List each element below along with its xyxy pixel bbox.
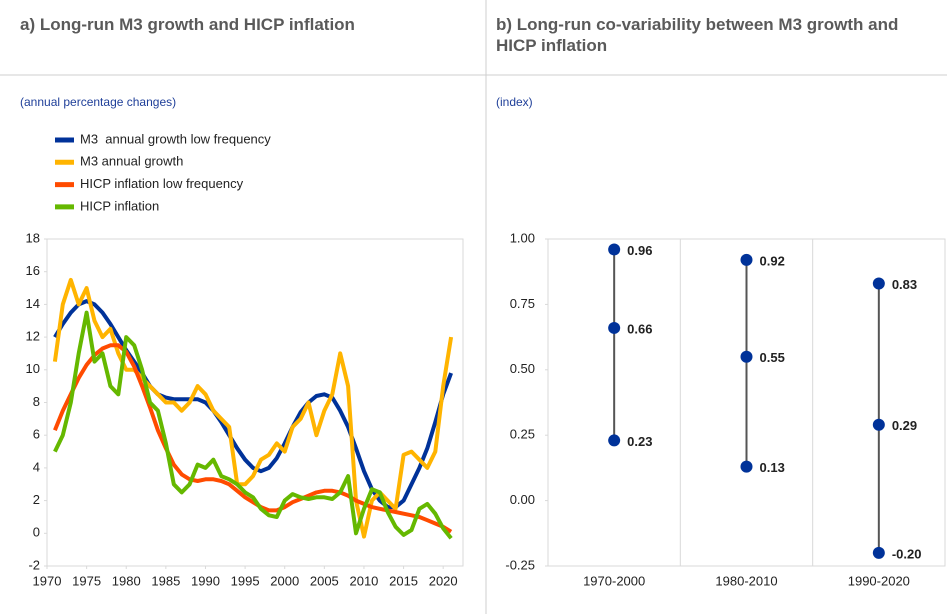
x-tick-label: 1990: [191, 573, 220, 588]
data-label: 0.23: [627, 434, 652, 449]
x-tick-label: 2015: [389, 573, 418, 588]
y-tick-label: 6: [33, 427, 40, 442]
data-label: 0.92: [760, 253, 785, 268]
dot: [608, 321, 621, 334]
y-tick-label: 16: [26, 263, 40, 278]
plot-area: [46, 238, 464, 567]
y-tick-label: 0: [33, 525, 40, 540]
chart-title: a) Long-run M3 growth and HICP inflation: [20, 15, 355, 34]
legend-label: M3 annual growth: [80, 154, 183, 169]
data-label: 0.29: [892, 418, 917, 433]
y-tick-label: 0.75: [510, 296, 535, 311]
x-tick-label: 1975: [72, 573, 101, 588]
dot: [872, 277, 885, 290]
line: [53, 299, 453, 510]
data-label: 0.66: [627, 321, 652, 336]
y-tick-label: 10: [26, 361, 40, 376]
plot-area: [547, 238, 946, 567]
y-tick-label: 2: [33, 492, 40, 507]
dot: [740, 460, 753, 473]
x-tick-label: 1970: [33, 573, 62, 588]
line: [52, 277, 454, 539]
y-tick-label: 8: [33, 394, 40, 409]
chart-subtitle: (annual percentage changes): [20, 95, 177, 109]
y-tick-label: 0.25: [510, 427, 535, 442]
y-tick-label: 4: [33, 459, 40, 474]
y-tick-label: 18: [26, 230, 40, 245]
data-label: 0.83: [892, 277, 917, 292]
dot: [740, 253, 753, 266]
dot: [872, 418, 885, 431]
y-tick-label: 12: [26, 329, 40, 344]
chart-subtitle: (index): [496, 95, 533, 109]
data-label: -0.20: [892, 546, 922, 561]
y-tick-label: 0.50: [510, 361, 535, 376]
x-tick-label: 2005: [310, 573, 339, 588]
legend-label: HICP inflation: [80, 198, 159, 213]
data-label: 0.13: [760, 460, 785, 475]
x-tick-label: 2020: [429, 573, 458, 588]
y-tick-label: -0.25: [505, 557, 535, 572]
dot: [608, 434, 621, 447]
x-tick-label: 1985: [151, 573, 180, 588]
y-tick-label: 1.00: [510, 230, 535, 245]
legend-label: HICP inflation low frequency: [80, 176, 244, 191]
x-tick-label: 2000: [270, 573, 299, 588]
y-tick-label: 14: [26, 296, 40, 311]
y-tick-label: 0.00: [510, 492, 535, 507]
dot: [740, 350, 753, 363]
line: [53, 310, 453, 540]
y-tick-label: -2: [28, 557, 40, 572]
x-tick-label: 1980-2010: [715, 573, 777, 588]
data-label: 0.55: [760, 350, 785, 365]
data-label: 0.96: [627, 243, 652, 258]
dot: [872, 546, 885, 559]
x-tick-label: 2010: [349, 573, 378, 588]
x-tick-label: 1990-2020: [848, 573, 910, 588]
line: [53, 343, 453, 534]
x-tick-label: 1970-2000: [583, 573, 645, 588]
dot: [608, 243, 621, 256]
legend-label: M3 annual growth low frequency: [80, 131, 271, 146]
x-tick-label: 1980: [112, 573, 141, 588]
chart-title: b) Long-run co-variability between M3 gr…: [496, 15, 899, 55]
x-tick-label: 1995: [231, 573, 260, 588]
